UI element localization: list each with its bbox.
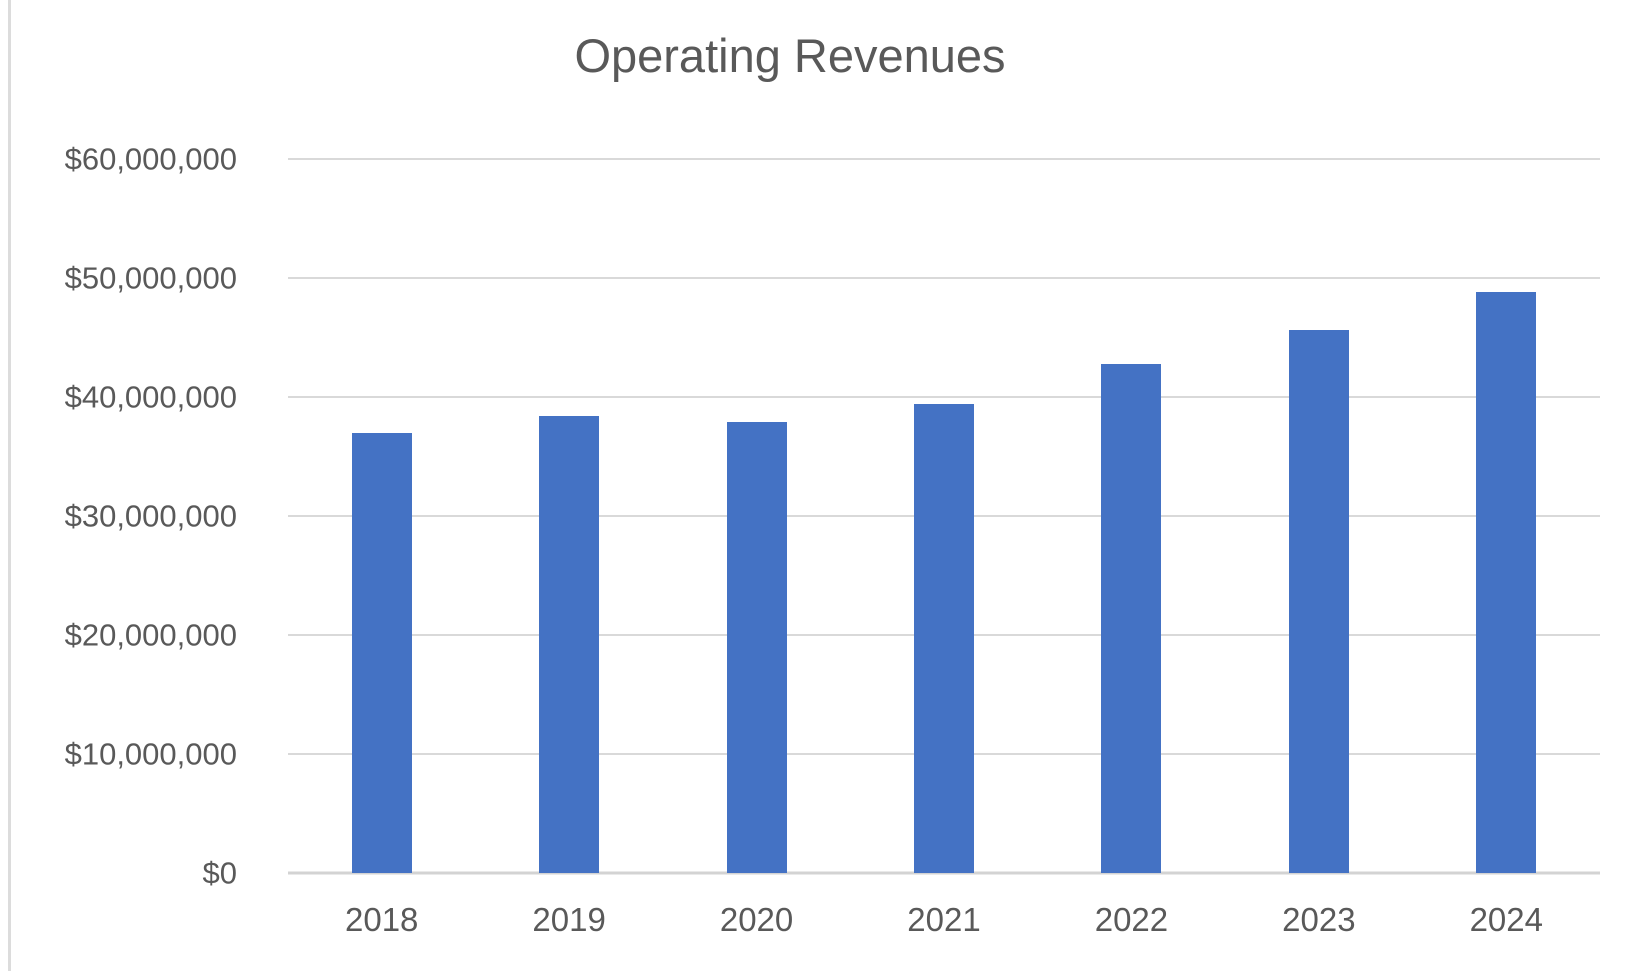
y-axis-tick-label: $60,000,000 — [64, 141, 237, 177]
x-axis-tick-label: 2022 — [1094, 901, 1169, 938]
chart-title: Operating Revenues — [574, 29, 1006, 82]
y-axis-tick-label: $40,000,000 — [64, 379, 237, 415]
x-axis-tick-label: 2018 — [344, 901, 419, 938]
bar-2022 — [1101, 363, 1162, 873]
gridline — [288, 396, 1600, 398]
y-axis-tick-label: $30,000,000 — [64, 498, 237, 534]
bar-2019 — [539, 416, 600, 873]
bar-2023 — [1288, 330, 1349, 873]
x-axis-tick-label: 2024 — [1469, 901, 1543, 938]
gridline — [288, 277, 1600, 279]
x-axis-line — [288, 871, 1600, 875]
bar-2024 — [1476, 292, 1537, 873]
x-axis-tick-label: 2021 — [907, 901, 981, 938]
y-axis-tick-label: $10,000,000 — [64, 736, 237, 772]
x-axis: 2018 2019 2020 2021 2022 2023 2024 — [288, 889, 1600, 949]
window-left-border — [8, 0, 11, 971]
bar-2021 — [914, 404, 974, 873]
bar-2018 — [351, 432, 412, 873]
bar-2020 — [726, 422, 787, 873]
x-axis-tick-label: 2023 — [1282, 901, 1356, 938]
y-axis-tick-label: $0 — [202, 855, 237, 891]
x-axis-tick-label: 2020 — [719, 901, 794, 938]
plot-area — [288, 158, 1600, 875]
x-axis-tick-label: 2019 — [532, 901, 606, 938]
y-axis-tick-label: $20,000,000 — [64, 617, 237, 653]
y-axis: $0 $10,000,000 $20,000,000 $30,000,000 $40,0… — [0, 144, 250, 889]
y-axis-tick-label: $50,000,000 — [64, 260, 237, 296]
gridline — [288, 158, 1600, 160]
